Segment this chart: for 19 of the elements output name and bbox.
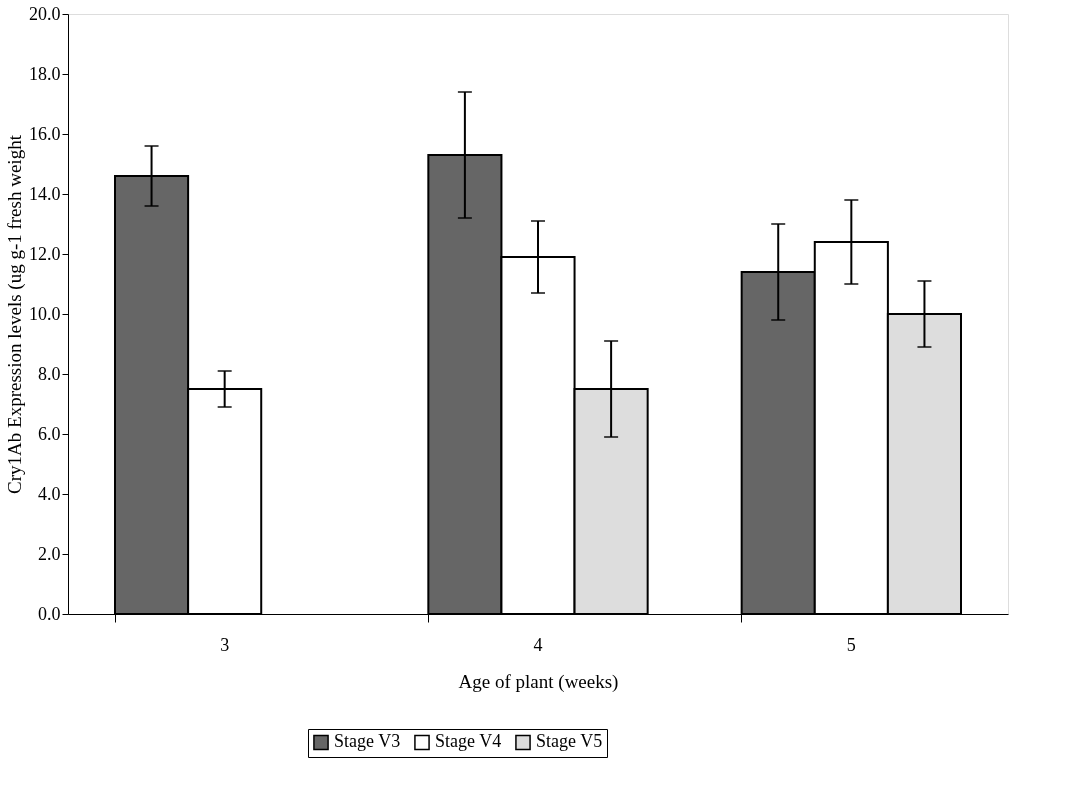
y-tick-label: 18.0 [29,63,61,84]
y-tick-label: 0.0 [38,603,61,624]
y-tick-label: 8.0 [38,363,61,384]
y-tick-label: 14.0 [29,183,61,204]
x-tick-label: 4 [533,634,543,655]
y-tick-label: 16.0 [29,123,61,144]
y-tick-label: 12.0 [29,243,61,264]
legend-label: Stage V5 [536,731,603,752]
legend-label: Stage V3 [334,731,401,752]
y-tick-label: 6.0 [38,423,61,444]
x-tick-label: 3 [220,634,230,655]
y-axis-title: Cry1Ab Expression levels (ug g-1 fresh weight [4,134,26,494]
y-tick-label: 20.0 [29,3,61,24]
y-tick-label: 10.0 [29,303,61,324]
y-tick-label: 2.0 [38,543,61,564]
legend-label: Stage V4 [435,731,502,752]
y-tick-label: 4.0 [38,483,61,504]
x-axis-title: Age of plant (weeks) [458,670,619,693]
x-tick-label: 5 [846,634,856,655]
